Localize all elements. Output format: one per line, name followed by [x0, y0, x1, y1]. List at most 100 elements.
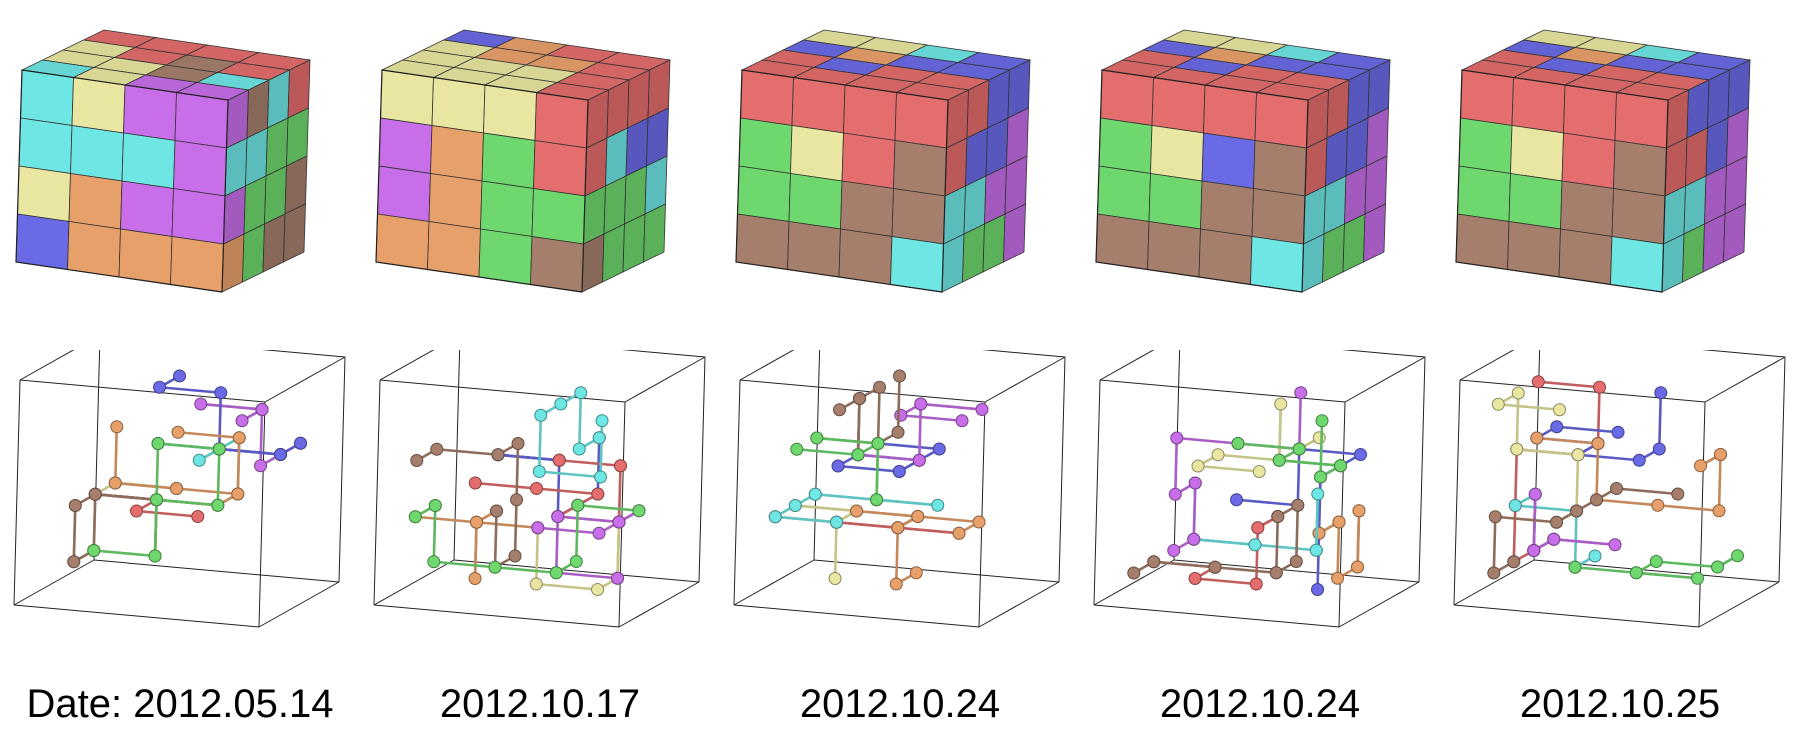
graph-node — [274, 447, 288, 461]
graph-edge — [1515, 392, 1520, 450]
graph-edge — [219, 447, 281, 456]
graph-node — [1571, 448, 1585, 462]
graph-node — [1127, 566, 1141, 580]
graph-node — [614, 459, 628, 473]
bounding-box-edge — [1698, 581, 1780, 628]
graph-edge — [1657, 503, 1720, 513]
cube-front-cell — [377, 165, 431, 222]
graph-node — [632, 504, 646, 518]
bounding-box-edge — [13, 559, 95, 606]
cube-front-cell — [170, 236, 224, 293]
graph-node — [1507, 555, 1521, 569]
bounding-box-edge — [624, 356, 706, 403]
graph-node — [1351, 560, 1365, 574]
bounding-box-edge — [1698, 401, 1706, 628]
graph-edge — [515, 443, 520, 500]
date-label-3: 2012.10.24 — [799, 682, 1001, 726]
graph-node — [1731, 549, 1745, 563]
bounding-box-edge — [739, 379, 986, 403]
bounding-box-edge — [813, 559, 1060, 583]
graph-edge — [1217, 453, 1280, 462]
graph-edge — [596, 437, 601, 495]
graph-node — [1632, 453, 1646, 467]
graph-edge — [1274, 516, 1280, 573]
bounding-box-edge — [1093, 379, 1101, 606]
bounding-box-edge — [1344, 356, 1426, 403]
graph-edge — [1516, 447, 1579, 457]
cube-right-cell — [602, 223, 625, 283]
bounding-box-edge — [813, 350, 821, 561]
cube-front-cell — [483, 84, 537, 141]
graph-edge — [155, 443, 160, 500]
bounding-box-edge — [1704, 356, 1786, 403]
cube-right-cell — [242, 223, 265, 283]
graph-edge — [815, 492, 877, 502]
graph-edge — [917, 403, 923, 461]
cube-front-cell — [1558, 228, 1613, 285]
cube-front-cell — [431, 77, 486, 134]
graph-edge — [1595, 443, 1600, 500]
cube-front-cell — [1147, 221, 1201, 278]
graph-edge — [432, 505, 437, 562]
graph-edge — [1214, 565, 1277, 575]
cube-front-cell — [71, 77, 126, 134]
graph-edge — [153, 499, 158, 557]
graph-node — [592, 431, 606, 445]
cube-front-cell — [894, 92, 949, 149]
graph-node — [1694, 459, 1708, 473]
graph-edge — [1656, 560, 1718, 569]
cube-front-cell — [1150, 125, 1204, 182]
graph-node — [1654, 386, 1668, 400]
graph-node — [67, 555, 81, 569]
graph-node — [850, 504, 864, 518]
bounding-box-edge — [453, 350, 461, 561]
cube-right-cell — [221, 233, 245, 293]
bounding-box-edge — [19, 350, 75, 381]
graph-node — [894, 408, 908, 422]
graph-node — [912, 453, 926, 467]
graph-edge — [1277, 403, 1283, 461]
graph-node — [1588, 549, 1602, 563]
graph-edge — [574, 505, 580, 562]
graph-edge — [1254, 527, 1260, 585]
cube-front-cell — [480, 180, 534, 237]
graph-edge — [539, 470, 601, 479]
graph-edge — [415, 515, 477, 524]
bounding-box-edge — [1093, 559, 1175, 606]
graph-edge — [1512, 505, 1517, 562]
graph-edge — [1717, 454, 1722, 511]
graph-edge — [617, 465, 622, 523]
graph-edge — [856, 509, 918, 518]
graph-node — [591, 487, 605, 501]
graph-edge — [900, 413, 963, 423]
graph-node — [410, 453, 424, 467]
graph-edge — [1237, 442, 1300, 451]
graph-edge — [537, 526, 600, 535]
cube-front-cell — [1148, 173, 1203, 230]
graph-edge — [1192, 482, 1197, 540]
graph-node — [1354, 447, 1368, 461]
graph-node — [955, 414, 969, 428]
graph-node — [1611, 425, 1625, 439]
graph-edge — [856, 398, 861, 455]
graph-node — [232, 431, 246, 445]
graph-node — [1188, 476, 1202, 490]
graph-edge — [1596, 387, 1601, 444]
bounding-box-edge — [1099, 379, 1346, 403]
graph-edge — [159, 385, 221, 395]
graph-edge — [1194, 577, 1257, 586]
graph-edge — [1316, 533, 1321, 590]
cube-right-cell — [581, 233, 605, 293]
bounding-box-edge — [379, 379, 626, 403]
graph-node — [1291, 498, 1305, 512]
graph-edge — [176, 487, 238, 496]
graph-node — [470, 515, 484, 529]
graph-node — [574, 386, 588, 400]
graph-node — [1527, 543, 1541, 557]
graph-node — [491, 448, 505, 462]
cube-front-cell — [1507, 221, 1561, 278]
graph-node — [1312, 431, 1326, 445]
graph-node — [1252, 464, 1266, 478]
graph-node — [1188, 571, 1202, 585]
graph-edge — [1193, 537, 1256, 547]
